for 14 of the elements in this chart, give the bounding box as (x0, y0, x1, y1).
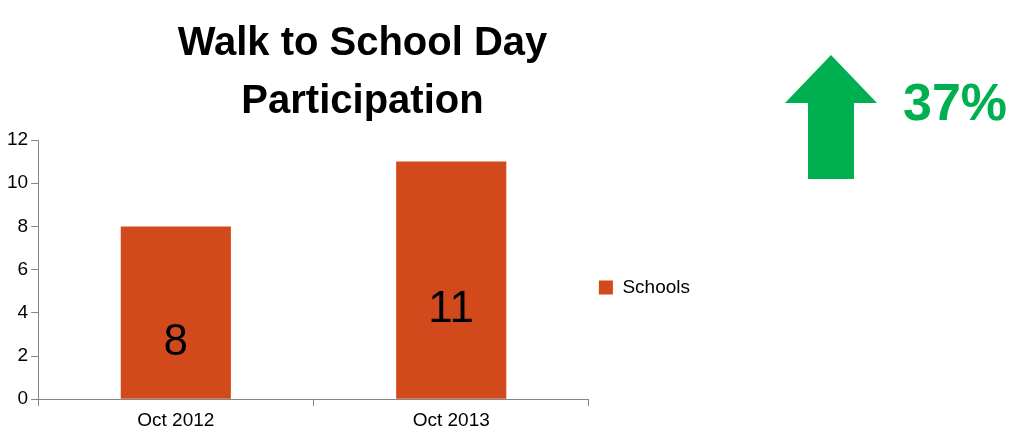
y-tick-label: 2 (17, 344, 29, 366)
y-tick-label: 6 (17, 257, 29, 279)
y-tick-label: 10 (6, 171, 29, 193)
x-tick-label: Oct 2012 (137, 408, 215, 430)
data-label: 11 (428, 282, 475, 332)
data-label: 8 (163, 314, 189, 364)
text: 37% (903, 72, 1008, 132)
chart-title: Walk to School Day Participation (176, 18, 549, 123)
y-tick-label: 8 (17, 214, 29, 236)
y-tick-label: 12 (6, 128, 29, 150)
legend-label: Schools (622, 275, 691, 297)
x-tick-label: Oct 2013 (412, 408, 490, 430)
y-tick-label: 0 (17, 387, 29, 409)
y-tick-label: 4 (17, 301, 29, 323)
